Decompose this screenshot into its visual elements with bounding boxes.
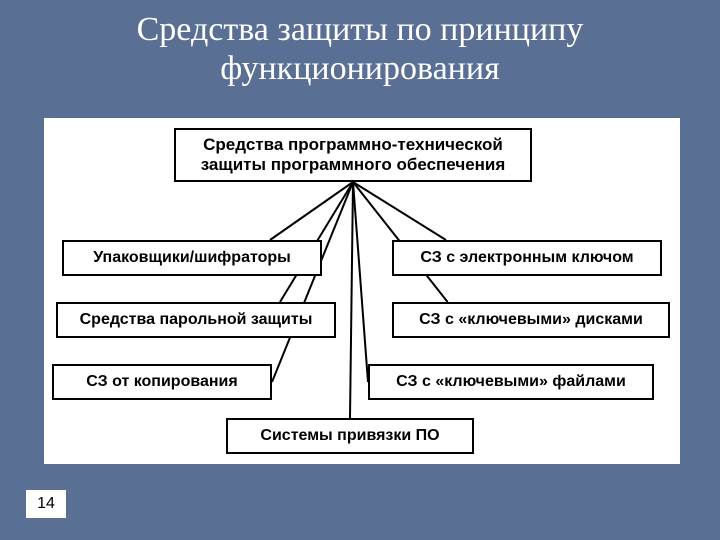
child-node-upakovshchiki: Упаковщики/шифраторы xyxy=(62,240,322,276)
child-node-sistemy-privyazki: Системы привязки ПО xyxy=(226,418,474,454)
child-node-elektronnyy-klyuch: СЗ с электронным ключом xyxy=(392,240,662,276)
page-number: 14 xyxy=(26,490,66,518)
child-node-ot-kopirovaniya: СЗ от копирования xyxy=(52,364,272,400)
root-label: Средства программно-технической защиты п… xyxy=(201,135,506,176)
slide: Средства защиты по принципу функциониров… xyxy=(0,0,720,540)
child-node-klyuchevye-diski: СЗ с «ключевыми» дисками xyxy=(392,302,670,338)
title-line1: Средства защиты по принципу xyxy=(137,11,584,48)
slide-title: Средства защиты по принципу функциониров… xyxy=(0,10,720,88)
title-line2: функционирования xyxy=(220,50,499,87)
root-node: Средства программно-технической защиты п… xyxy=(174,128,532,182)
child-node-parolnaya-zashchita: Средства парольной защиты xyxy=(56,302,336,338)
child-node-klyuchevye-fayly: СЗ с «ключевыми» файлами xyxy=(368,364,654,400)
